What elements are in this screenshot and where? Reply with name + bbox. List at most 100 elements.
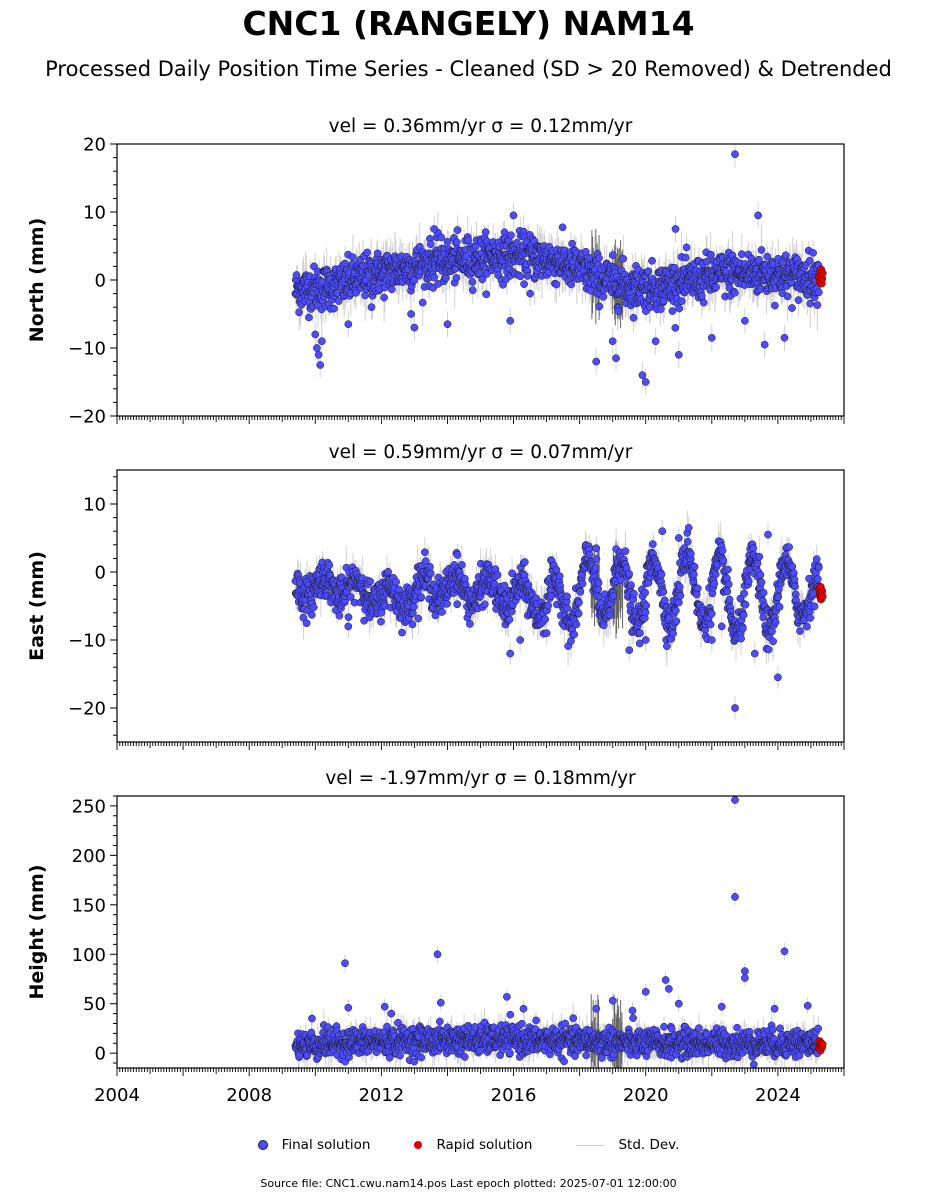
- final-point: [570, 630, 579, 639]
- final-point: [373, 249, 382, 258]
- final-point: [744, 577, 753, 585]
- final-point: [681, 253, 690, 262]
- final-point: [410, 1057, 419, 1066]
- final-point: [324, 1023, 333, 1032]
- final-point: [795, 1051, 804, 1060]
- final-outlier-point: [731, 150, 739, 159]
- final-outlier-point: [506, 649, 515, 658]
- series-east: [291, 510, 827, 720]
- final-point: [468, 286, 477, 295]
- final-point: [641, 588, 649, 597]
- final-point: [813, 575, 822, 583]
- final-point: [585, 550, 594, 559]
- final-point: [670, 263, 679, 272]
- final-outlier-point: [318, 337, 326, 346]
- final-point: [438, 608, 446, 616]
- final-point: [630, 589, 638, 598]
- final-outlier-point: [344, 320, 353, 329]
- final-point: [676, 591, 685, 600]
- final-outlier-point: [433, 950, 442, 959]
- final-point: [659, 297, 668, 305]
- final-point: [757, 578, 766, 587]
- final-point: [656, 305, 665, 313]
- final-outlier-point: [380, 1002, 389, 1011]
- final-point: [608, 251, 617, 259]
- final-point: [644, 267, 653, 276]
- final-outlier-point: [430, 225, 439, 233]
- final-solution-points: [291, 796, 823, 1068]
- final-point: [771, 618, 780, 627]
- final-point: [659, 588, 668, 596]
- final-point: [648, 256, 656, 265]
- final-point: [452, 273, 461, 282]
- final-point: [629, 313, 638, 322]
- final-point: [669, 629, 677, 638]
- final-outlier-point: [387, 1009, 396, 1018]
- final-point: [471, 1023, 479, 1031]
- final-point: [796, 627, 804, 635]
- final-outlier-point: [707, 333, 716, 342]
- final-point: [578, 579, 587, 588]
- final-point: [806, 614, 815, 622]
- final-point: [541, 615, 550, 624]
- final-point: [417, 1053, 426, 1062]
- final-point: [582, 247, 590, 256]
- final-point: [366, 577, 374, 586]
- final-point: [697, 292, 706, 300]
- final-point: [552, 280, 561, 289]
- y-tick-label: −20: [68, 699, 106, 720]
- final-point: [518, 1019, 526, 1028]
- final-point: [689, 570, 698, 579]
- final-point: [426, 569, 435, 578]
- final-point: [815, 563, 823, 572]
- y-axis-label: North (mm): [26, 218, 48, 343]
- final-point: [788, 304, 796, 312]
- final-point: [663, 642, 671, 651]
- final-point: [712, 283, 720, 292]
- final-point: [493, 571, 502, 579]
- final-point: [307, 611, 316, 619]
- final-point: [568, 239, 576, 248]
- final-outlier-point: [313, 344, 321, 352]
- final-point: [561, 1019, 570, 1028]
- final-outlier-point: [717, 622, 726, 631]
- final-point: [599, 621, 608, 630]
- y-tick-label: −10: [68, 339, 106, 360]
- final-point: [759, 613, 768, 622]
- final-point: [711, 570, 720, 579]
- final-point: [453, 600, 462, 609]
- final-point: [417, 593, 426, 602]
- final-point: [671, 324, 680, 332]
- y-tick-label: 20: [83, 135, 106, 156]
- final-point: [507, 607, 516, 616]
- final-point: [775, 603, 784, 611]
- final-outlier-point: [774, 673, 782, 682]
- final-point: [569, 1014, 578, 1023]
- final-outlier-point: [638, 371, 647, 380]
- final-point: [683, 537, 692, 546]
- final-point: [426, 240, 435, 249]
- final-point: [756, 571, 765, 579]
- final-point: [609, 592, 617, 600]
- final-point: [595, 254, 603, 262]
- final-outlier-point: [506, 316, 515, 325]
- final-point: [641, 608, 650, 617]
- final-outlier-point: [671, 225, 680, 233]
- final-point: [759, 588, 768, 597]
- final-point: [677, 297, 686, 305]
- final-point: [753, 559, 762, 568]
- rapid-point: [818, 269, 827, 278]
- final-point: [482, 270, 491, 278]
- final-point: [745, 1027, 754, 1036]
- final-point: [295, 308, 303, 317]
- final-point: [682, 243, 691, 252]
- final-point: [794, 296, 803, 304]
- final-point: [341, 259, 349, 268]
- final-point: [594, 579, 603, 587]
- final-point: [790, 575, 799, 584]
- final-point: [409, 609, 417, 617]
- final-point: [299, 613, 308, 622]
- final-point: [552, 565, 561, 574]
- final-point: [408, 620, 417, 629]
